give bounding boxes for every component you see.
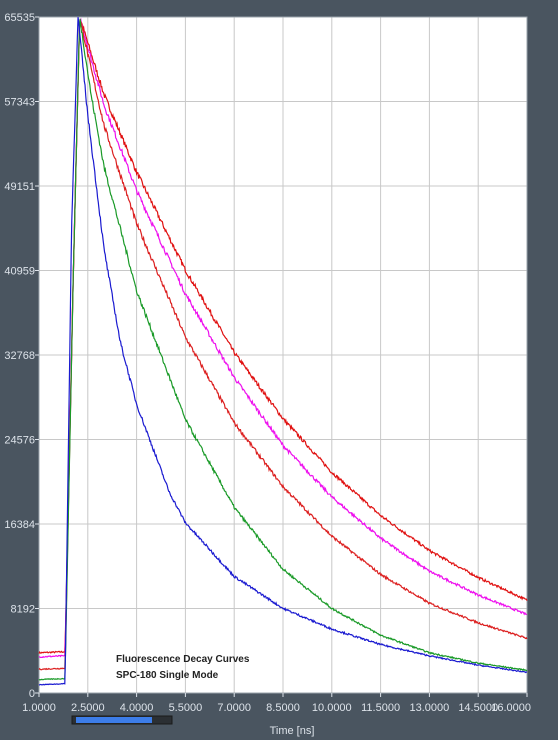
- y-tick-label: 24576: [4, 434, 35, 446]
- y-tick-label: 0: [29, 688, 35, 700]
- x-axis-title: Time [ns]: [270, 725, 315, 737]
- y-tick-label: 16384: [4, 519, 35, 531]
- x-tick-label: 5.5000: [169, 702, 203, 714]
- y-tick-label: 49151: [4, 181, 35, 193]
- series-line-4: [38, 18, 528, 681]
- x-tick-label: 11.5000: [361, 702, 400, 714]
- x-tick-label: 7.0000: [217, 702, 251, 714]
- x-tick-label: 4.0000: [120, 702, 154, 714]
- y-tick-label: 32768: [4, 350, 35, 362]
- y-tick-label: 40959: [4, 266, 35, 278]
- scrollbar[interactable]: [71, 715, 173, 725]
- x-tick-label: 16.0000: [491, 702, 531, 714]
- series-line-3: [38, 19, 528, 671]
- scrollbar-thumb[interactable]: [76, 717, 152, 723]
- x-axis: 1.0000 2.5000 4.0000 5.5000 7.0000 8.5000 10.0…: [22, 693, 531, 714]
- series-line-2: [38, 17, 528, 659]
- x-tick-label: 1.0000: [22, 702, 56, 714]
- x-tick-label: 8.5000: [266, 702, 300, 714]
- series-group: [38, 17, 528, 686]
- series-line-1: [38, 18, 528, 654]
- series-line-5: [38, 17, 528, 686]
- y-tick-label: 65535: [4, 12, 35, 24]
- x-tick-label: 2.5000: [71, 702, 105, 714]
- y-tick-label: 8192: [11, 603, 35, 615]
- annotation-line-1: Fluorescence Decay Curves: [116, 654, 250, 665]
- y-tick-label: 57343: [4, 97, 35, 109]
- annotation-line-2: SPC-180 Single Mode: [116, 670, 219, 681]
- x-tick-label: 14.5000: [458, 702, 498, 714]
- y-axis: 0 8192 16384 24576 32768 40959 49151 57343 65535: [4, 12, 39, 700]
- x-tick-label: 13.0000: [410, 702, 450, 714]
- x-tick-label: 10.0000: [312, 702, 352, 714]
